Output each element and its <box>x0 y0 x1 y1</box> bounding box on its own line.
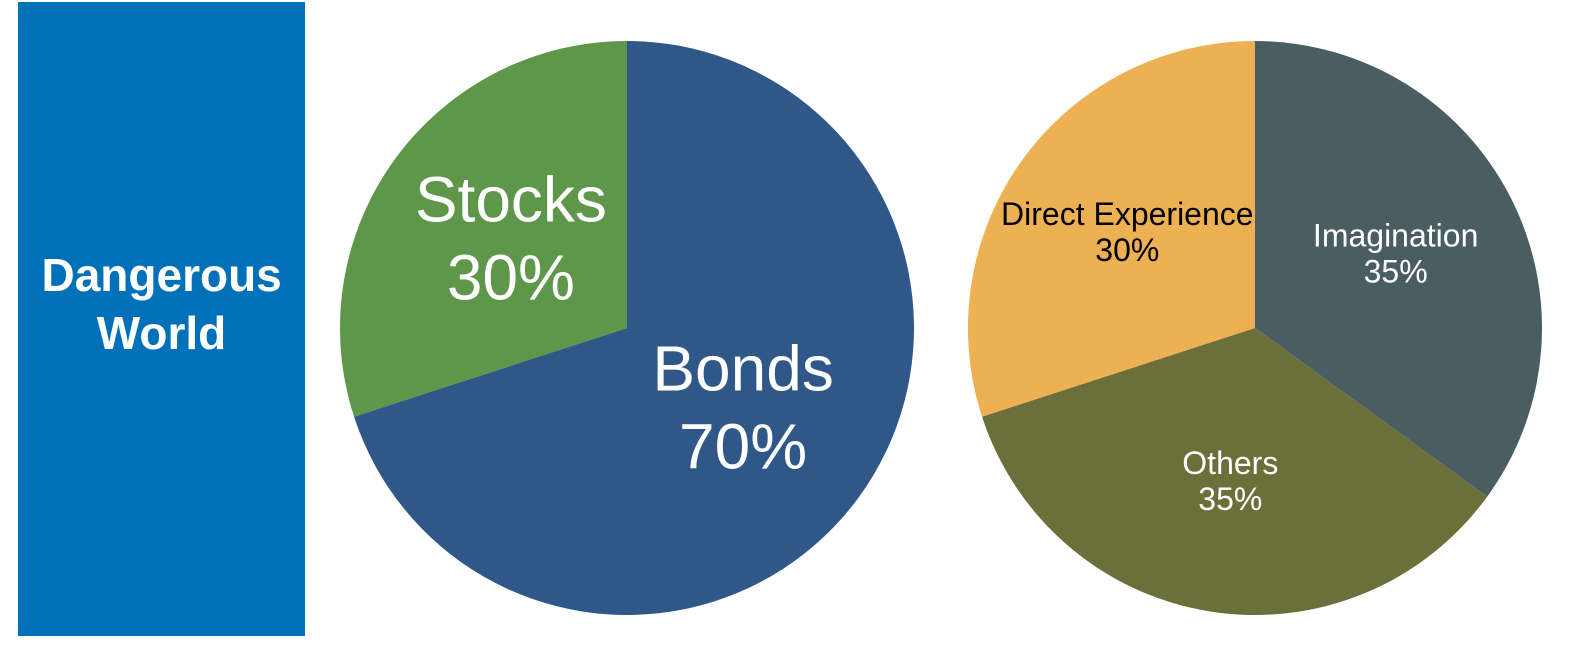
panel-title: Dangerous World <box>41 249 282 359</box>
slice-name: Direct Experience <box>1001 197 1254 233</box>
side-panel: Dangerous World <box>18 2 305 636</box>
slice-name: Bonds <box>652 332 833 404</box>
slice-label: Stocks 30% <box>415 164 607 314</box>
pie-slice <box>982 328 1488 616</box>
slice-value: 70% <box>679 410 807 482</box>
slice-value: 30% <box>447 242 575 314</box>
slice-label: Bonds 70% <box>652 332 833 482</box>
slice-value: 35% <box>1198 481 1262 517</box>
slice-value: 30% <box>1095 233 1159 269</box>
slice-value: 35% <box>1364 254 1428 290</box>
pie-slice <box>354 41 915 615</box>
slice-label: Imagination 35% <box>1313 218 1478 290</box>
slice-label: Direct Experience 30% <box>1001 197 1254 269</box>
pie-slice <box>340 41 627 417</box>
pie-slice <box>1255 41 1542 497</box>
slice-label: Others 35% <box>1182 445 1278 517</box>
pie-slice <box>967 41 1255 417</box>
slice-name: Imagination <box>1313 218 1478 254</box>
slice-name: Others <box>1182 445 1278 481</box>
slice-name: Stocks <box>415 164 607 236</box>
